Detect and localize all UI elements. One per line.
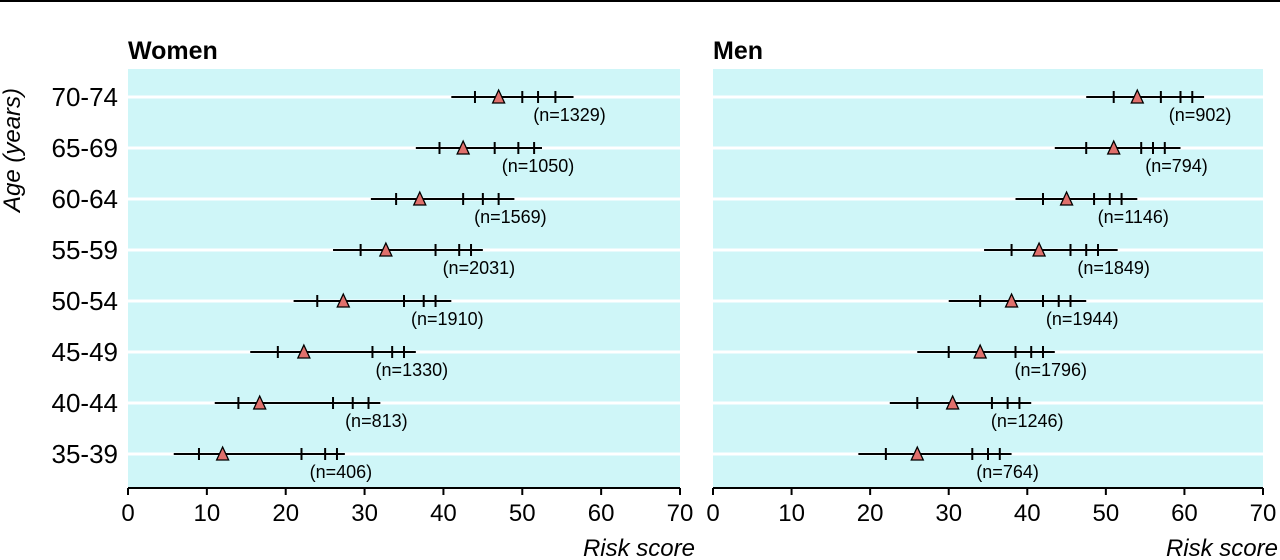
median-marker: [1059, 190, 1074, 206]
median-marker: [1032, 241, 1047, 257]
x-tick-label: 70: [1250, 500, 1277, 527]
median-marker: [910, 445, 925, 461]
x-tick-label: 20: [272, 500, 299, 527]
x-tick-label: 50: [509, 500, 536, 527]
x-tick-label: 40: [1014, 500, 1041, 527]
median-marker: [1130, 88, 1145, 104]
y-tick-label: 45-49: [52, 337, 119, 367]
n-label: (n=1246): [991, 411, 1064, 431]
median-marker: [491, 88, 506, 104]
y-tick-label: 70-74: [52, 82, 119, 112]
x-tick-label: 60: [588, 500, 615, 527]
median-marker: [412, 190, 427, 206]
n-label: (n=813): [345, 411, 408, 431]
x-tick-label: 60: [1171, 500, 1198, 527]
x-tick-label: 70: [667, 500, 694, 527]
n-label: (n=1146): [1098, 207, 1169, 227]
n-label: (n=1329): [533, 105, 606, 125]
y-tick-label: 40-44: [52, 388, 119, 418]
n-label: (n=1569): [474, 207, 547, 227]
x-tick-label: 10: [194, 500, 221, 527]
x-tick-label: 0: [121, 500, 134, 527]
n-label: (n=794): [1145, 156, 1208, 176]
median-marker: [296, 343, 311, 359]
n-label: (n=1944): [1046, 309, 1119, 329]
median-marker: [215, 445, 230, 461]
panel-title: Women: [128, 37, 218, 65]
y-tick-label: 35-39: [52, 439, 119, 469]
top-border: [0, 0, 1280, 2]
n-label: (n=1050): [502, 156, 575, 176]
median-marker: [456, 139, 471, 155]
men-panel: Men (n=902) (n=794) (n=1146) (n=1849) (n=1944…: [706, 37, 1278, 560]
median-marker: [252, 394, 267, 410]
x-tick-label: 10: [778, 500, 805, 527]
n-label: (n=406): [310, 462, 373, 482]
n-label: (n=1796): [1015, 360, 1088, 380]
x-tick-label: 20: [857, 500, 884, 527]
panel-title: Men: [713, 37, 763, 65]
y-tick-label: 60-64: [52, 184, 119, 214]
y-tick-label: 55-59: [52, 235, 119, 265]
x-tick-label: 40: [430, 500, 457, 527]
n-label: (n=1849): [1077, 258, 1150, 278]
n-label: (n=1910): [411, 309, 484, 329]
x-axis-label: Risk score: [1166, 535, 1278, 560]
x-tick-label: 50: [1093, 500, 1120, 527]
y-axis-title: Age (years): [0, 88, 26, 214]
median-marker: [945, 394, 960, 410]
x-tick-label: 30: [351, 500, 378, 527]
n-label: (n=902): [1169, 105, 1232, 125]
median-marker: [1004, 292, 1019, 308]
plot-background: [128, 69, 680, 488]
median-marker: [378, 241, 393, 257]
plot-background: [713, 69, 1263, 488]
median-marker: [1106, 139, 1121, 155]
n-label: (n=2031): [443, 258, 516, 278]
median-marker: [336, 292, 351, 308]
x-tick-label: 0: [706, 500, 719, 527]
median-marker: [973, 343, 988, 359]
n-label: (n=1330): [376, 360, 449, 380]
women-panel: Women (n=1329) 70-74 (n=1050) 65-69 (n=1569) 6…: [52, 37, 696, 560]
y-tick-label: 50-54: [52, 286, 119, 316]
y-tick-label: 65-69: [52, 133, 119, 163]
x-tick-label: 30: [935, 500, 962, 527]
n-label: (n=764): [976, 462, 1039, 482]
x-axis-label: Risk score: [583, 535, 695, 560]
